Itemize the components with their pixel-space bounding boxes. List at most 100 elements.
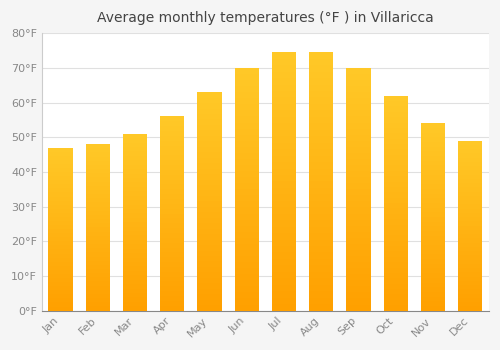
Bar (309, 104, 334, 110)
Bar (384, 305, 408, 310)
Bar (234, 165, 259, 171)
Bar (458, 306, 482, 310)
Bar (421, 268, 445, 273)
Bar (160, 306, 184, 310)
Bar (384, 112, 408, 117)
Bar (458, 213, 482, 217)
Bar (458, 166, 482, 170)
Bar (48, 250, 72, 253)
Bar (384, 284, 408, 289)
Bar (384, 219, 408, 225)
Bar (421, 236, 445, 240)
Bar (234, 86, 259, 92)
Bar (346, 250, 370, 256)
Bar (198, 267, 222, 272)
Bar (421, 152, 445, 156)
Bar (309, 252, 334, 259)
Bar (272, 104, 296, 110)
Bar (123, 187, 147, 191)
Bar (48, 172, 72, 176)
Bar (421, 306, 445, 310)
Bar (346, 201, 370, 208)
Bar (86, 173, 110, 177)
Bar (309, 91, 334, 98)
Bar (48, 197, 72, 201)
Bar (384, 133, 408, 139)
Bar (272, 130, 296, 136)
Bar (458, 281, 482, 285)
Bar (86, 248, 110, 252)
Bar (421, 123, 445, 128)
Bar (160, 291, 184, 296)
Bar (309, 233, 334, 239)
Bar (198, 278, 222, 283)
Bar (309, 72, 334, 78)
Bar (458, 145, 482, 149)
Bar (123, 147, 147, 152)
Bar (384, 187, 408, 192)
Bar (421, 203, 445, 208)
Bar (458, 243, 482, 247)
Bar (346, 122, 370, 128)
Bar (421, 282, 445, 287)
Bar (272, 110, 296, 117)
Bar (346, 153, 370, 159)
Bar (458, 298, 482, 302)
Bar (234, 226, 259, 232)
Bar (123, 165, 147, 169)
Bar (234, 274, 259, 280)
Bar (198, 125, 222, 131)
Bar (458, 188, 482, 192)
Bar (421, 170, 445, 175)
Bar (272, 65, 296, 72)
Bar (86, 161, 110, 165)
Bar (309, 156, 334, 162)
Bar (48, 299, 72, 302)
Bar (234, 159, 259, 165)
Bar (309, 207, 334, 214)
Bar (123, 249, 147, 253)
Bar (421, 184, 445, 189)
Bar (234, 92, 259, 98)
Bar (48, 253, 72, 258)
Bar (346, 226, 370, 232)
Bar (48, 217, 72, 221)
Bar (384, 203, 408, 209)
Bar (198, 92, 222, 98)
Bar (198, 136, 222, 141)
Bar (160, 281, 184, 286)
Bar (123, 306, 147, 310)
Bar (458, 302, 482, 306)
Bar (160, 199, 184, 204)
Bar (309, 136, 334, 143)
Bar (86, 277, 110, 281)
Bar (198, 114, 222, 119)
Bar (272, 85, 296, 91)
Bar (198, 229, 222, 234)
Bar (86, 223, 110, 228)
Bar (234, 292, 259, 299)
Bar (48, 193, 72, 197)
Bar (458, 256, 482, 260)
Bar (123, 142, 147, 147)
Bar (346, 98, 370, 104)
Bar (309, 194, 334, 201)
Bar (160, 184, 184, 189)
Bar (458, 141, 482, 145)
Bar (346, 304, 370, 310)
Bar (198, 234, 222, 240)
Bar (272, 201, 296, 207)
Bar (421, 156, 445, 161)
Bar (272, 265, 296, 272)
Bar (48, 225, 72, 229)
Bar (421, 128, 445, 133)
Bar (272, 291, 296, 298)
Bar (123, 293, 147, 298)
Bar (346, 117, 370, 122)
Bar (346, 110, 370, 117)
Bar (309, 98, 334, 104)
Bar (384, 155, 408, 160)
Bar (421, 142, 445, 147)
Bar (86, 228, 110, 232)
Bar (309, 265, 334, 272)
